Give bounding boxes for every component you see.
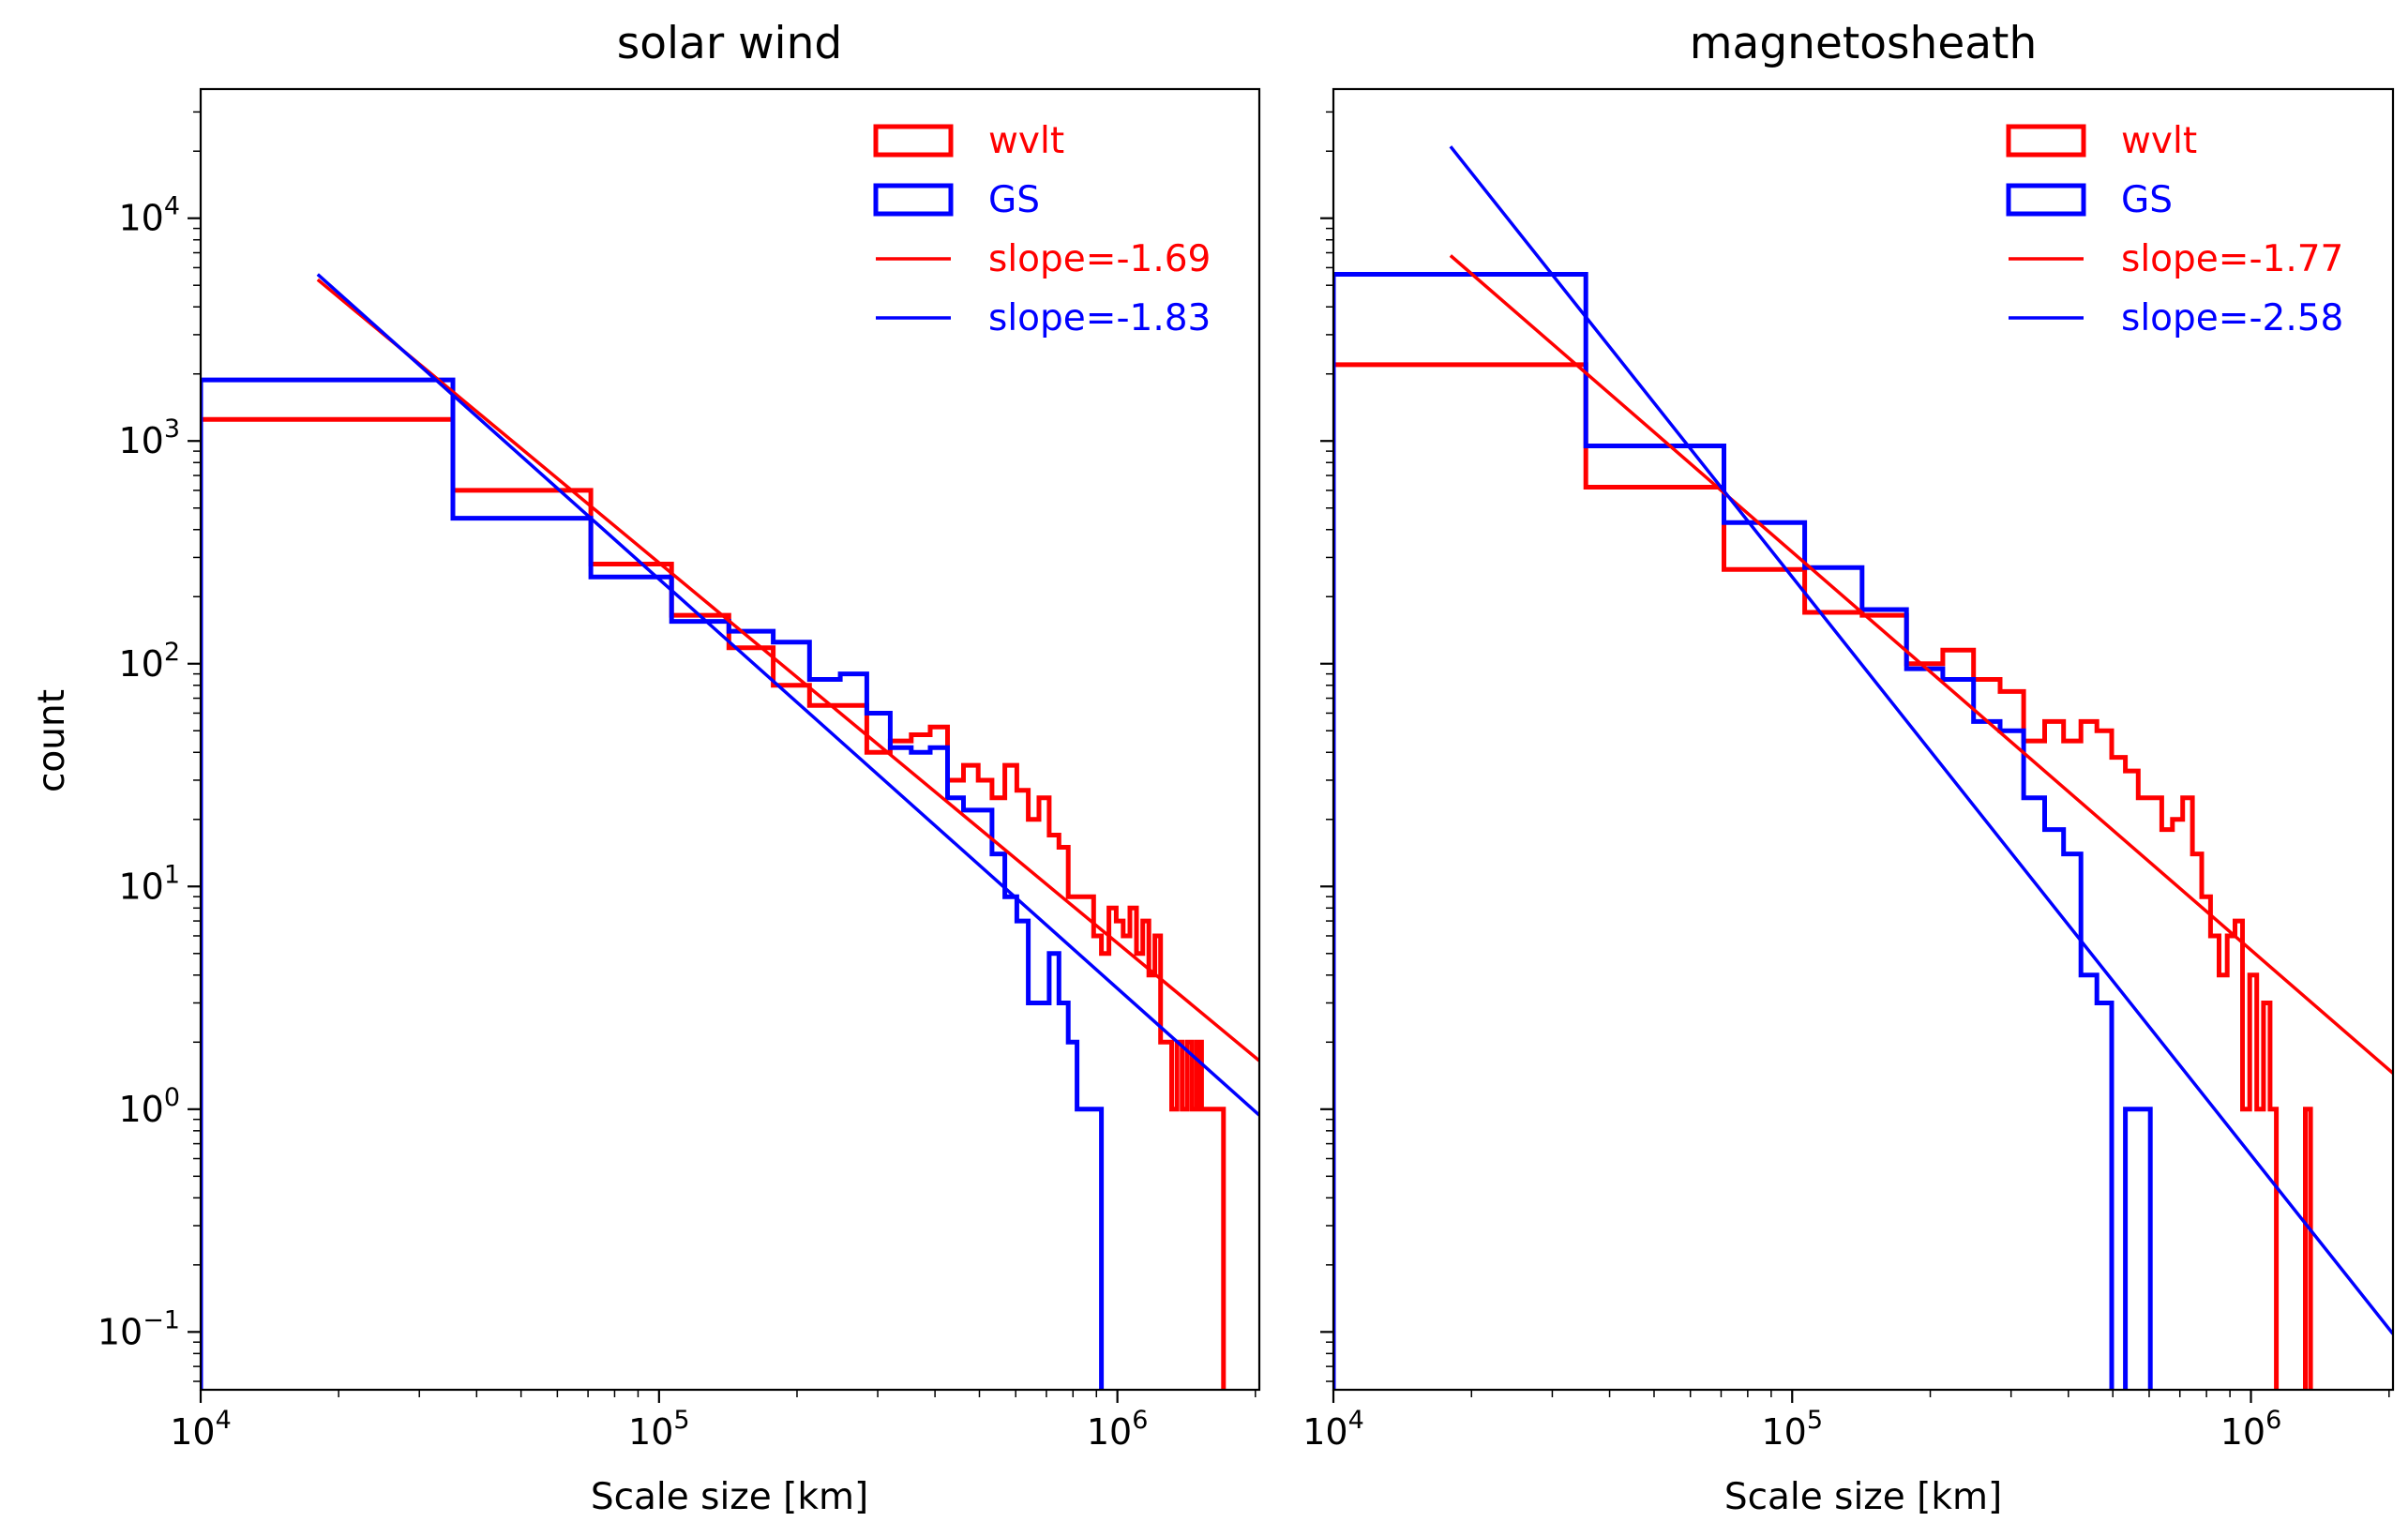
- legend-item: wvlt: [873, 120, 1064, 162]
- y-ticks: 10−1 100 101 102 103 104: [98, 111, 201, 1382]
- legend-label: wvlt: [2121, 120, 2197, 162]
- x-ticks: 104 105 106: [170, 1390, 1257, 1453]
- legend-patch: [873, 183, 954, 217]
- legend-item: wvlt: [2006, 120, 2197, 162]
- y-tick-label: 101: [118, 860, 180, 907]
- legend-label: GS: [988, 179, 1040, 221]
- x-tick-label: 106: [2220, 1406, 2282, 1453]
- legend-item: GS: [873, 179, 1040, 221]
- panel-title: solar wind: [617, 18, 843, 69]
- fit-line: [316, 278, 1259, 1062]
- legend: wvlt GS slope=-1.77 slope=-2.58: [2006, 120, 2343, 339]
- legend-item: slope=-1.69: [876, 238, 1211, 280]
- x-tick-label: 105: [628, 1406, 690, 1453]
- y-tick-label: 100: [118, 1083, 180, 1130]
- legend-item: slope=-1.77: [2009, 238, 2343, 280]
- legend-patch: [2006, 124, 2086, 158]
- legend-item: GS: [2006, 179, 2173, 221]
- plot-area: [199, 87, 1261, 1392]
- histogram-gs-step: [201, 377, 1105, 1390]
- y-ticks: [1320, 111, 1333, 1382]
- histogram-wvlt-step: [1333, 362, 2313, 1390]
- x-axis-label: Scale size [km]: [1724, 1476, 2002, 1518]
- x-tick-label: 105: [1761, 1406, 1823, 1453]
- legend: wvlt GS slope=-1.69 slope=-1.83: [873, 120, 1211, 339]
- legend-patch: [873, 124, 954, 158]
- legend-label: wvlt: [988, 120, 1064, 162]
- legend-label: slope=-2.58: [2121, 297, 2343, 339]
- legend-label: slope=-1.83: [988, 297, 1211, 339]
- y-axis-label: count: [31, 689, 73, 792]
- histogram-wvlt-step: [201, 416, 1227, 1390]
- x-tick-label: 104: [1302, 1406, 1364, 1453]
- legend-label: GS: [2121, 179, 2173, 221]
- axes-frame: [1332, 87, 2395, 1392]
- y-tick-label: 10−1: [98, 1305, 180, 1352]
- fit-line: [316, 273, 1259, 1117]
- axes-frame: [199, 87, 1261, 1392]
- y-tick-label: 103: [118, 414, 180, 461]
- panel-magnetosheath: magnetosheath Scale size [km] 104 105 106 …: [1302, 18, 2395, 1518]
- legend-item: slope=-2.58: [2009, 297, 2343, 339]
- x-axis-label: Scale size [km]: [591, 1476, 868, 1518]
- x-tick-label: 106: [1087, 1406, 1149, 1453]
- legend-patch: [2006, 183, 2086, 217]
- series-layer: [1333, 145, 2393, 1390]
- panel-title: magnetosheath: [1690, 18, 2038, 69]
- x-ticks: 104 105 106: [1302, 1390, 2390, 1453]
- fit-line: [1449, 254, 2393, 1075]
- plot-area: [1332, 87, 2395, 1392]
- y-tick-label: 104: [118, 192, 180, 239]
- histogram-gs-step: [1333, 272, 2153, 1390]
- series-layer: [201, 273, 1259, 1390]
- legend-label: slope=-1.77: [2121, 238, 2343, 280]
- panel-solar-wind: solar wind count Scale size [km] 104 105 1…: [31, 18, 1261, 1518]
- x-tick-label: 104: [170, 1406, 232, 1453]
- legend-label: slope=-1.69: [988, 238, 1211, 280]
- fit-line: [1449, 145, 2393, 1335]
- legend-item: slope=-1.83: [876, 297, 1211, 339]
- y-tick-label: 102: [118, 638, 180, 685]
